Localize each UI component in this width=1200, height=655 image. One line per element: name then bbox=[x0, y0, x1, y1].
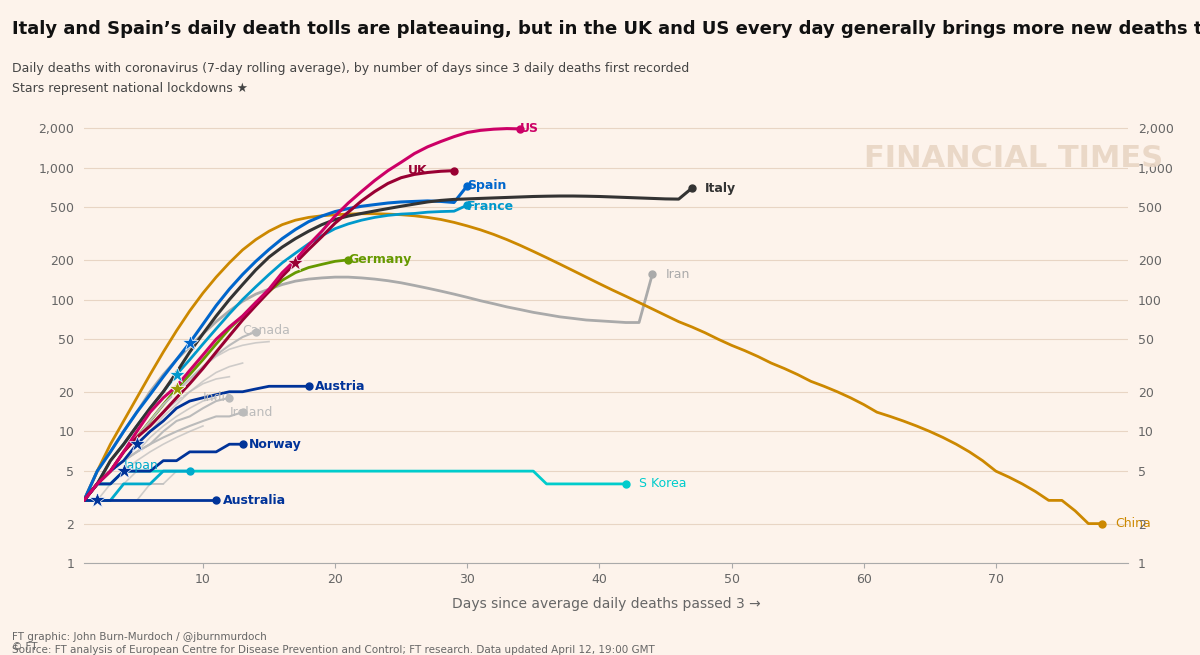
Text: Spain: Spain bbox=[467, 179, 506, 192]
Text: FT graphic: John Burn-Murdoch / @jburnmurdoch: FT graphic: John Burn-Murdoch / @jburnmu… bbox=[12, 632, 266, 642]
Text: Canada: Canada bbox=[242, 324, 290, 337]
Text: Norway: Norway bbox=[250, 438, 302, 451]
Text: Germany: Germany bbox=[348, 253, 412, 267]
Text: US: US bbox=[520, 122, 539, 136]
Text: Iran: Iran bbox=[666, 268, 690, 281]
Text: Austria: Austria bbox=[316, 380, 366, 393]
Text: Daily deaths with coronavirus (7-day rolling average), by number of days since 3: Daily deaths with coronavirus (7-day rol… bbox=[12, 62, 689, 75]
Text: UK: UK bbox=[408, 164, 427, 177]
X-axis label: Days since average daily deaths passed 3 →: Days since average daily deaths passed 3… bbox=[451, 597, 761, 611]
Text: Australia: Australia bbox=[223, 494, 286, 507]
Text: Stars represent national lockdowns ★: Stars represent national lockdowns ★ bbox=[12, 82, 248, 95]
Text: France: France bbox=[467, 200, 515, 213]
Text: Ireland: Ireland bbox=[229, 405, 272, 419]
Text: Italy and Spain’s daily death tolls are plateauing, but in the UK and US every d: Italy and Spain’s daily death tolls are … bbox=[12, 20, 1200, 37]
Text: FINANCIAL TIMES: FINANCIAL TIMES bbox=[864, 144, 1163, 173]
Text: Source: FT analysis of European Centre for Disease Prevention and Control; FT re: Source: FT analysis of European Centre f… bbox=[12, 645, 655, 655]
Text: S Korea: S Korea bbox=[640, 477, 686, 491]
Text: © FT: © FT bbox=[12, 642, 37, 652]
Text: Japan: Japan bbox=[124, 459, 158, 472]
Text: China: China bbox=[1115, 517, 1151, 530]
Text: Italy: Italy bbox=[706, 181, 737, 195]
Text: India: India bbox=[203, 391, 234, 404]
